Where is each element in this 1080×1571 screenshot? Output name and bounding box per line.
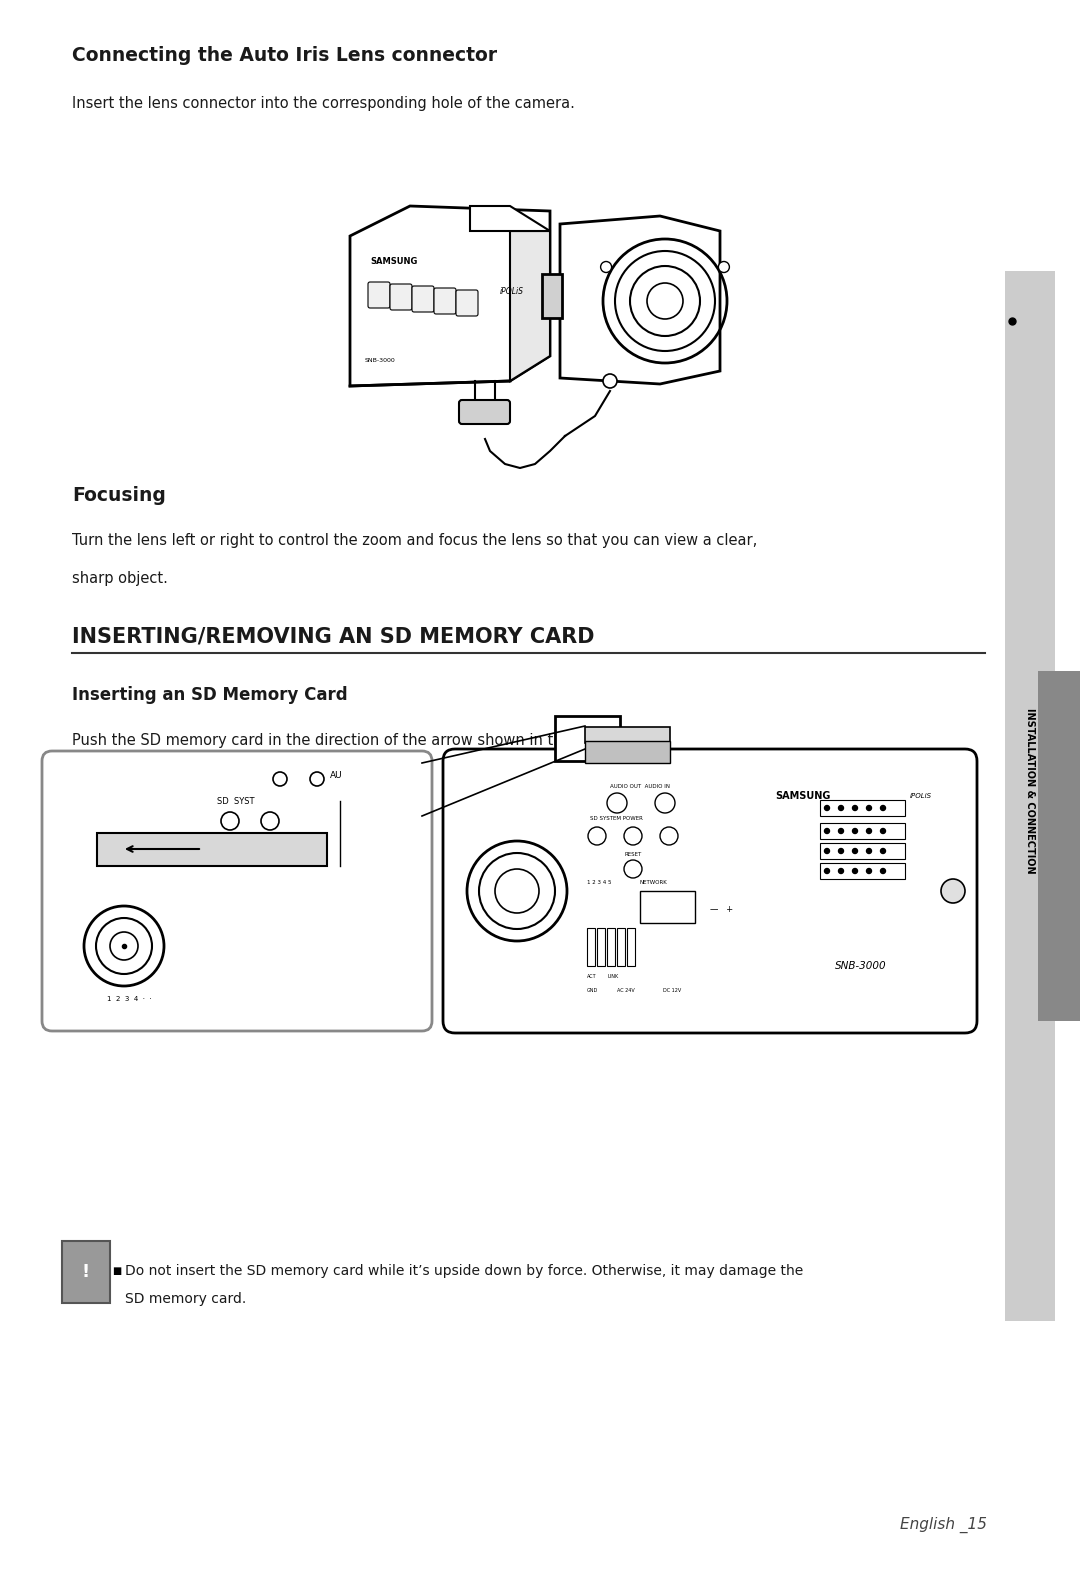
FancyBboxPatch shape [617, 928, 625, 966]
Text: SAMSUNG: SAMSUNG [775, 792, 831, 801]
FancyBboxPatch shape [434, 287, 456, 314]
Polygon shape [555, 716, 620, 760]
Circle shape [866, 848, 872, 853]
Text: Turn the lens left or right to control the zoom and focus the lens so that you c: Turn the lens left or right to control t… [72, 533, 757, 548]
Circle shape [880, 828, 886, 834]
Text: AUDIO OUT  AUDIO IN: AUDIO OUT AUDIO IN [610, 784, 670, 789]
FancyBboxPatch shape [459, 401, 510, 424]
FancyBboxPatch shape [820, 862, 905, 880]
Text: DC 12V: DC 12V [663, 988, 681, 993]
Text: AC 24V: AC 24V [617, 988, 635, 993]
Text: AU: AU [330, 771, 342, 781]
Circle shape [880, 848, 886, 853]
Circle shape [838, 869, 843, 873]
Circle shape [824, 828, 829, 834]
FancyBboxPatch shape [597, 928, 605, 966]
Text: SD memory card.: SD memory card. [125, 1291, 246, 1306]
Polygon shape [510, 231, 550, 382]
Circle shape [824, 848, 829, 853]
FancyBboxPatch shape [411, 286, 434, 313]
Text: Focusing: Focusing [72, 485, 166, 504]
Polygon shape [97, 833, 327, 866]
Text: SAMSUNG: SAMSUNG [370, 256, 417, 265]
Text: NETWORK: NETWORK [640, 880, 667, 886]
Text: English _15: English _15 [900, 1516, 987, 1533]
Text: 1 2 3 4 5: 1 2 3 4 5 [588, 880, 611, 886]
Circle shape [838, 806, 843, 811]
FancyBboxPatch shape [820, 844, 905, 859]
Text: Insert the lens connector into the corresponding hole of the camera.: Insert the lens connector into the corre… [72, 96, 575, 112]
Text: GND: GND [588, 988, 598, 993]
Text: LINK: LINK [607, 974, 618, 979]
FancyBboxPatch shape [390, 284, 411, 309]
Circle shape [718, 261, 729, 272]
Text: iPOLiS: iPOLiS [910, 793, 932, 800]
Text: Inserting an SD Memory Card: Inserting an SD Memory Card [72, 687, 348, 704]
Circle shape [838, 848, 843, 853]
Text: Do not insert the SD memory card while it’s upside down by force. Otherwise, it : Do not insert the SD memory card while i… [125, 1265, 804, 1277]
Circle shape [866, 828, 872, 834]
Circle shape [866, 806, 872, 811]
Text: 1  2  3  4  ·  ·: 1 2 3 4 · · [107, 996, 152, 1002]
FancyBboxPatch shape [542, 273, 562, 317]
Text: INSTALLATION & CONNECTION: INSTALLATION & CONNECTION [1025, 709, 1035, 873]
Circle shape [852, 828, 858, 834]
Text: iPOLiS: iPOLiS [500, 286, 524, 295]
FancyBboxPatch shape [640, 891, 696, 924]
Circle shape [866, 869, 872, 873]
Circle shape [603, 374, 617, 388]
Text: RESET: RESET [624, 851, 642, 856]
Circle shape [880, 869, 886, 873]
Text: INSERTING/REMOVING AN SD MEMORY CARD: INSERTING/REMOVING AN SD MEMORY CARD [72, 625, 594, 646]
FancyBboxPatch shape [368, 283, 390, 308]
Polygon shape [561, 215, 720, 383]
Text: ACT: ACT [588, 974, 596, 979]
Polygon shape [470, 206, 550, 231]
Circle shape [852, 869, 858, 873]
Circle shape [852, 806, 858, 811]
FancyBboxPatch shape [820, 800, 905, 815]
Text: SD  SYST: SD SYST [217, 796, 255, 806]
FancyBboxPatch shape [588, 928, 595, 966]
Text: Connecting the Auto Iris Lens connector: Connecting the Auto Iris Lens connector [72, 46, 497, 64]
Text: —   +: — + [710, 905, 733, 913]
Circle shape [600, 261, 611, 272]
Circle shape [824, 869, 829, 873]
FancyBboxPatch shape [1005, 272, 1055, 1321]
Text: !: ! [82, 1263, 90, 1280]
FancyBboxPatch shape [443, 749, 977, 1034]
Circle shape [941, 880, 966, 903]
Text: sharp object.: sharp object. [72, 570, 167, 586]
FancyBboxPatch shape [62, 1241, 110, 1302]
Polygon shape [350, 206, 550, 386]
FancyBboxPatch shape [1038, 671, 1080, 1021]
FancyBboxPatch shape [607, 928, 615, 966]
Text: Push the SD memory card in the direction of the arrow shown in the diagram.: Push the SD memory card in the direction… [72, 734, 642, 748]
Circle shape [852, 848, 858, 853]
Text: SD SYSTEM POWER: SD SYSTEM POWER [590, 817, 643, 822]
Text: ■: ■ [112, 1266, 121, 1276]
FancyBboxPatch shape [42, 751, 432, 1031]
Text: SNB-3000: SNB-3000 [365, 358, 395, 363]
Text: SNB-3000: SNB-3000 [835, 961, 887, 971]
FancyBboxPatch shape [627, 928, 635, 966]
FancyBboxPatch shape [820, 823, 905, 839]
FancyBboxPatch shape [585, 742, 670, 764]
Circle shape [824, 806, 829, 811]
FancyBboxPatch shape [456, 291, 478, 316]
Circle shape [880, 806, 886, 811]
FancyBboxPatch shape [585, 727, 670, 743]
Circle shape [838, 828, 843, 834]
